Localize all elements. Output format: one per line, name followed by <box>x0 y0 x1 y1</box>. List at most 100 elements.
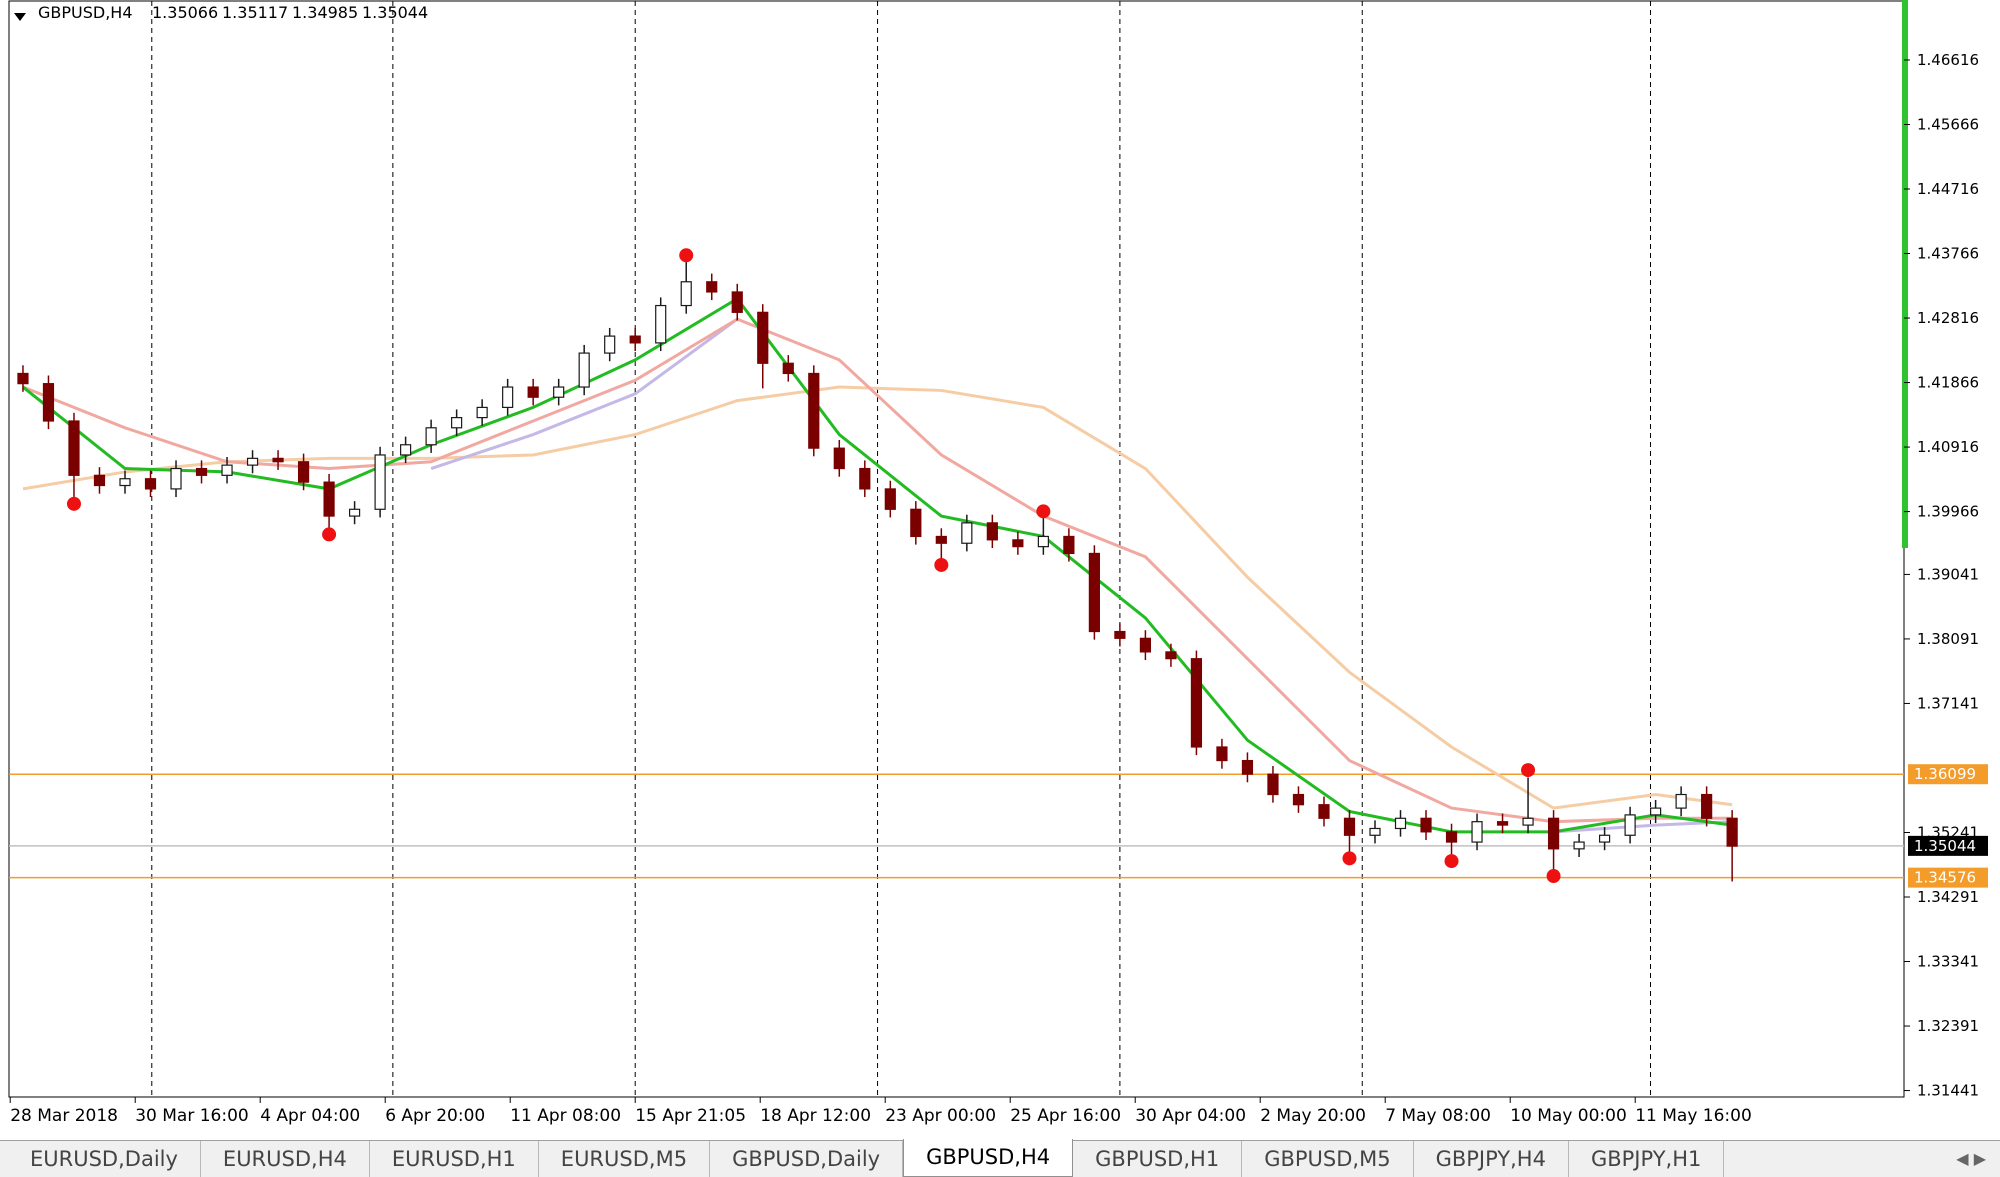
price-level-box <box>1908 835 1988 856</box>
symbol: GBPUSD,H4 <box>38 3 133 22</box>
x-tick-label: 11 May 16:00 <box>1635 1106 1752 1126</box>
moving-average <box>22 385 1733 810</box>
candle-body <box>297 461 310 483</box>
candle-body <box>425 427 437 446</box>
quote-value: 1.35117 <box>222 3 288 22</box>
candle-body <box>706 281 718 293</box>
candle-body <box>808 372 820 449</box>
y-tick-label: 1.45666 <box>1917 115 1979 133</box>
candle-body <box>655 304 667 344</box>
candle-body <box>374 454 386 510</box>
x-tick-label: 18 Apr 12:00 <box>760 1106 871 1126</box>
candle-body <box>1573 841 1585 850</box>
candle-body <box>1496 821 1509 826</box>
x-tick-label: 15 Apr 21:05 <box>635 1106 746 1126</box>
price-level-box <box>1908 764 1988 785</box>
candle-body <box>553 386 565 398</box>
chart-tab[interactable]: EURUSD,H4 <box>201 1141 370 1177</box>
candle-body <box>859 467 871 490</box>
candle-body <box>1267 773 1279 796</box>
candle-body <box>782 362 794 375</box>
y-tick-label: 1.41866 <box>1917 374 1979 392</box>
candle-body <box>833 447 845 470</box>
candle-body <box>629 335 641 344</box>
candle-body <box>731 291 743 313</box>
fractal-marker <box>934 557 949 572</box>
candle-body <box>451 417 463 429</box>
chart-tab[interactable]: EURUSD,Daily <box>8 1141 201 1177</box>
menu-arrow[interactable] <box>14 13 26 21</box>
candle-body <box>1063 535 1075 555</box>
candle-body <box>1522 817 1534 826</box>
candle-body <box>910 508 922 538</box>
candle-body <box>1037 535 1049 548</box>
y-tick-label: 1.37141 <box>1917 694 1979 712</box>
y-tick-label: 1.39041 <box>1917 565 1979 583</box>
candle-body <box>1139 637 1152 653</box>
x-tick-label: 30 Apr 04:00 <box>1135 1106 1246 1126</box>
candle-body <box>1216 746 1228 762</box>
candle-body <box>1012 539 1024 548</box>
candle-body <box>119 478 131 487</box>
quote-value: 1.34985 <box>292 3 358 22</box>
fractal-marker <box>1036 504 1051 519</box>
chart-tab[interactable]: GBPUSD,Daily <box>710 1141 904 1177</box>
quote-value: 1.35044 <box>362 3 428 22</box>
candle-body <box>1241 759 1254 775</box>
candle-body <box>93 474 106 487</box>
candle-body <box>195 467 208 476</box>
candle-body <box>502 386 514 409</box>
candle-body <box>1726 817 1738 847</box>
candle-body <box>1394 817 1407 830</box>
chart-tab[interactable]: GBPUSD,M5 <box>1242 1141 1414 1177</box>
chart: GBPUSD,H4 1.35066 1.35117 1.34985 1.35044 1… <box>8 0 1988 1126</box>
candle-body <box>884 488 896 510</box>
y-tick-label: 1.44716 <box>1917 180 1979 198</box>
chart-tab[interactable]: EURUSD,M5 <box>539 1141 711 1177</box>
quote: 1.35066 1.35117 1.34985 1.35044 <box>152 3 428 22</box>
x-tick-label: 6 Apr 20:00 <box>385 1106 485 1126</box>
candle-body <box>1292 793 1305 806</box>
candle-body <box>68 420 80 476</box>
plot-frame <box>8 0 1905 1098</box>
candle-body <box>1343 817 1356 836</box>
candle-body <box>1190 658 1203 748</box>
candle-body <box>1701 793 1713 819</box>
candle-body <box>476 406 488 419</box>
fractal-marker <box>1444 854 1459 869</box>
candle-body <box>400 444 412 456</box>
chart-tab[interactable]: GBPJPY,H4 <box>1414 1141 1569 1177</box>
candle-body <box>170 467 182 490</box>
x-tick-label: 28 Mar 2018 <box>10 1106 118 1126</box>
candle-body <box>1598 834 1611 843</box>
x-tick-label: 10 May 00:00 <box>1510 1106 1627 1126</box>
candle-body <box>1650 807 1662 816</box>
candle-body <box>144 478 157 490</box>
candle-body <box>42 383 55 422</box>
price-level-label: 1.35044 <box>1914 837 1976 855</box>
candle-body <box>272 457 284 463</box>
x-tick-label: 11 Apr 08:00 <box>510 1106 621 1126</box>
candle-body <box>17 372 29 385</box>
fractal-marker <box>66 496 81 511</box>
chart-tab[interactable]: GBPUSD,H1 <box>1073 1141 1243 1177</box>
chart-tab[interactable]: EURUSD,H1 <box>370 1141 539 1177</box>
candle-body <box>757 311 769 364</box>
x-tick-label: 25 Apr 16:00 <box>1010 1106 1121 1126</box>
chart-tab[interactable]: GBPJPY,H1 <box>1569 1141 1725 1177</box>
chart-tab[interactable]: GBPUSD,H4 <box>903 1139 1074 1177</box>
price-level-label: 1.34576 <box>1914 869 1976 887</box>
x-tick-label: 30 Mar 16:00 <box>135 1106 249 1126</box>
candle-body <box>986 522 998 541</box>
candle-body <box>527 386 539 398</box>
y-tick-label: 1.39966 <box>1917 503 1979 521</box>
candle-body <box>604 335 616 354</box>
tab-bar: EURUSD,Daily EURUSD,H4 EURUSD,H1 EURUSD,M5 G… <box>0 1139 2000 1177</box>
tab-nav[interactable]: ◀ ▶ <box>1956 1149 1986 1168</box>
candle-body <box>578 352 590 388</box>
y-tick-label: 1.46616 <box>1917 51 1979 69</box>
moving-average <box>22 296 1733 834</box>
candle-body <box>1547 817 1560 850</box>
candle-body <box>935 535 947 544</box>
